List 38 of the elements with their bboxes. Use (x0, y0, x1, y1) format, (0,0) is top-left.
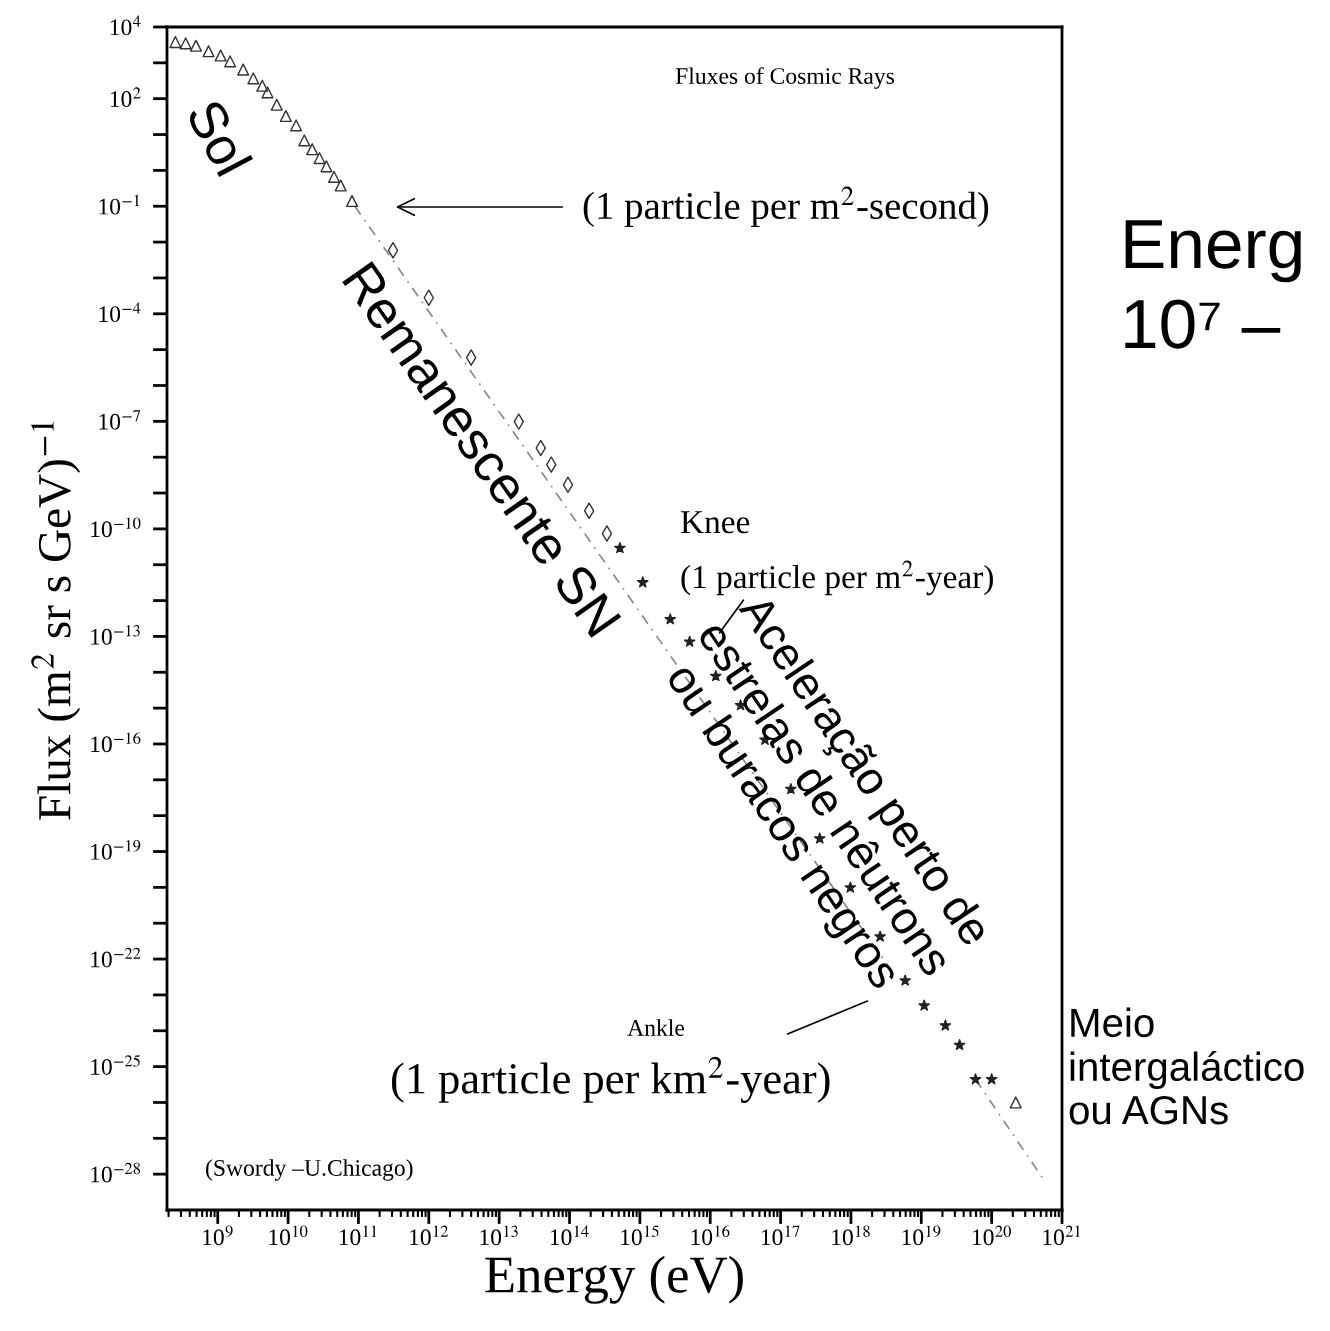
annotation: Fluxes of Cosmic Rays (675, 67, 894, 89)
x-tick-label: 10$^{17}$ (761, 1225, 800, 1246)
y-tick-label: 10$^{−22}$ (91, 947, 141, 968)
text: Meio intergaláctico ou AGNs (1069, 1007, 1304, 1125)
x-tick-label: 10$^{15}$ (621, 1225, 659, 1246)
x-tick-label: 10$^{13}$ (480, 1225, 518, 1246)
x-tick-label: 10$^{21}$ (1043, 1225, 1080, 1246)
y-tick-label: 10$^{4}$ (110, 15, 141, 36)
x-tick-label: 10$^{10}$ (269, 1225, 308, 1246)
y-tick-label: 10$^{−7}$ (99, 410, 141, 430)
x-tick-label: 10$^{9}$ (203, 1225, 233, 1246)
annotation: Ankle (627, 1019, 685, 1036)
text: 10⁷ – (1125, 299, 1281, 349)
annotation: (1 particle per m$^{2}$-year) (681, 560, 993, 596)
x-tick-label: 10$^{11}$ (339, 1225, 377, 1246)
x-tick-label: 10$^{16}$ (691, 1225, 730, 1246)
x-axis-title: Energy (eV) (485, 1255, 743, 1304)
y-tick-label: 10$^{−19}$ (91, 840, 141, 860)
y-tick-label: 10$^{2}$ (110, 87, 141, 108)
text: Energ (1125, 220, 1301, 283)
y-tick-label: 10$^{−1}$ (99, 194, 140, 215)
x-tick-label: 10$^{18}$ (832, 1225, 870, 1246)
annotation: Knee (680, 511, 750, 534)
annotation: (Swordy –U.Chicago) (206, 1159, 413, 1181)
annotation: (1 particle per km$^{2}$-year) (391, 1056, 830, 1103)
y-tick-label: 10$^{−25}$ (91, 1054, 140, 1075)
x-tick-label: 10$^{14}$ (550, 1225, 589, 1246)
y-tick-label: 10$^{−28}$ (91, 1162, 141, 1183)
y-tick-label: 10$^{−10}$ (91, 517, 141, 538)
x-tick-label: 10$^{12}$ (410, 1225, 449, 1246)
y-tick-label: 10$^{−16}$ (91, 732, 141, 753)
x-tick-label: 10$^{20}$ (972, 1225, 1011, 1246)
y-axis-title: Flux (m$^{2}$ sr s GeV)$^{−1}$ (31, 421, 81, 820)
annotation: (1 particle per m$^{2}$-second) (583, 186, 989, 227)
x-tick-label: 10$^{19}$ (902, 1225, 941, 1246)
y-tick-label: 10$^{−4}$ (99, 302, 141, 323)
annotation: Sol (185, 96, 253, 178)
y-tick-label: 10$^{−13}$ (91, 625, 140, 645)
